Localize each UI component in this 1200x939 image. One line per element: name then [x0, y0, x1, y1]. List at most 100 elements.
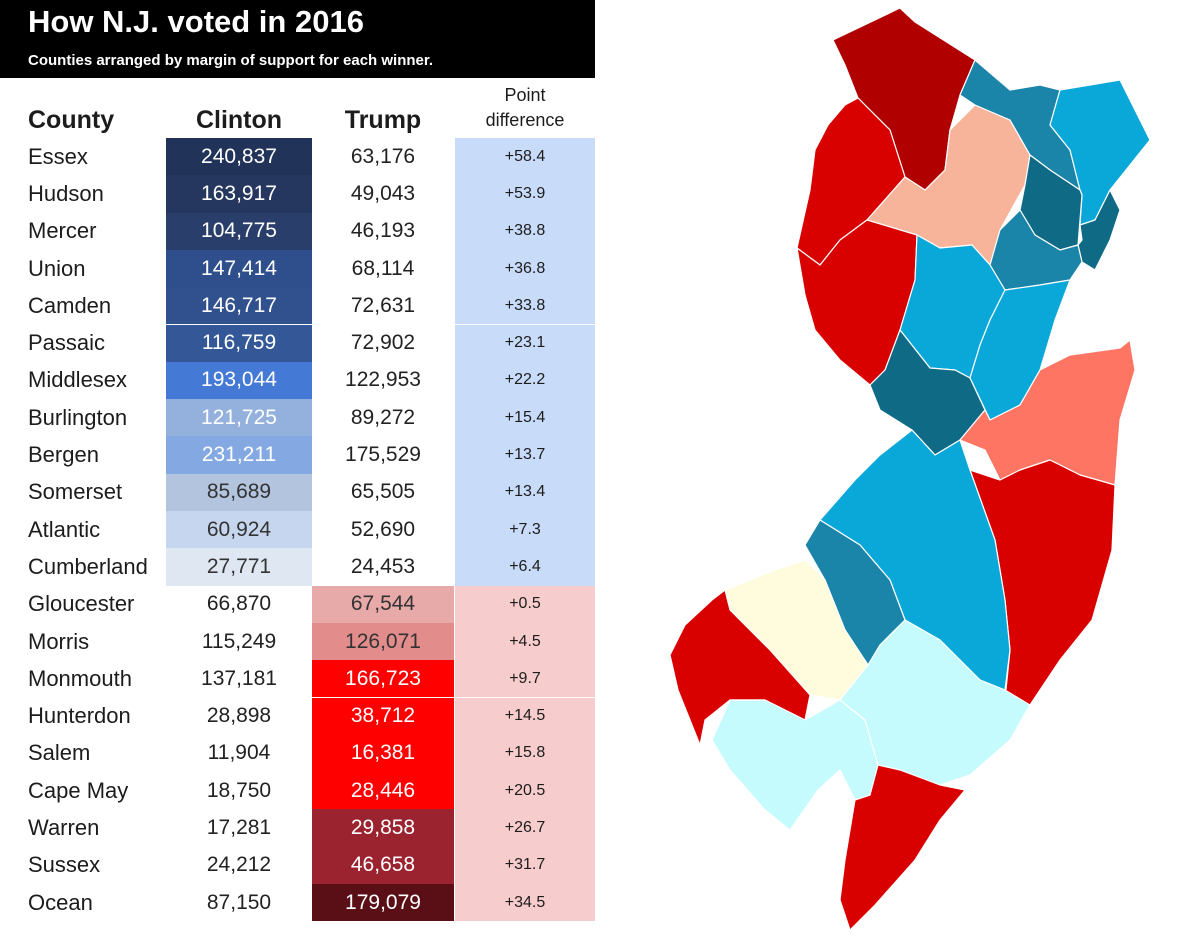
- point-difference: +4.5: [455, 622, 595, 661]
- county-name: Ocean: [28, 889, 93, 915]
- table-row: Bergen 231,211 175,529 +13.7: [0, 436, 600, 474]
- point-difference: +0.5: [455, 585, 595, 623]
- clinton-votes: 115,249: [201, 629, 277, 653]
- county-name: Somerset: [28, 479, 123, 505]
- county-name: Cumberland: [28, 553, 148, 579]
- clinton-votes: 11,904: [207, 741, 271, 765]
- title-banner: How N.J. voted in 2016 Counties arranged…: [0, 0, 595, 78]
- county-name: Hudson: [28, 180, 104, 206]
- column-header-point-line2: difference: [485, 110, 565, 130]
- table-row: Atlantic 60,924 52,690 +7.3: [0, 511, 600, 549]
- trump-votes: 49,043: [350, 181, 416, 205]
- point-difference: +9.7: [455, 660, 595, 698]
- point-difference: +15.8: [455, 734, 595, 773]
- clinton-votes: 240,837: [166, 138, 312, 176]
- column-header-clinton: Clinton: [195, 106, 283, 134]
- clinton-votes: 146,717: [166, 287, 312, 325]
- point-difference: +33.8: [455, 287, 595, 325]
- trump-votes: 72,902: [350, 331, 416, 355]
- table-row: Essex 240,837 63,176 +58.4: [0, 138, 600, 176]
- county-name: Hunterdon: [28, 703, 131, 729]
- point-difference: +26.7: [455, 809, 595, 847]
- clinton-votes: 87,150: [206, 890, 272, 914]
- point-difference: +14.5: [455, 697, 595, 735]
- trump-votes: 175,529: [345, 443, 421, 467]
- clinton-votes: 28,898: [206, 704, 272, 728]
- trump-votes: 24,453: [350, 554, 416, 578]
- column-header-point-line1: Point: [504, 85, 546, 105]
- clinton-votes: 24,212: [206, 853, 272, 877]
- county-name: Union: [28, 255, 86, 281]
- trump-votes: 16,381: [312, 734, 454, 773]
- county-name: Monmouth: [28, 665, 132, 691]
- table-row: Somerset 85,689 65,505 +13.4: [0, 473, 600, 511]
- clinton-votes: 231,211: [166, 436, 312, 474]
- clinton-votes: 193,044: [166, 361, 312, 400]
- trump-votes: 46,658: [312, 846, 454, 884]
- table-row: Monmouth 137,181 166,723 +9.7: [0, 660, 600, 698]
- trump-votes: 28,446: [312, 772, 454, 810]
- trump-votes: 67,544: [312, 585, 454, 623]
- county-name: Burlington: [28, 404, 128, 430]
- clinton-votes: 27,771: [166, 548, 312, 586]
- point-difference: +15.4: [455, 399, 595, 437]
- clinton-votes: 147,414: [166, 249, 312, 288]
- trump-votes: 179,079: [312, 884, 454, 922]
- table-row: Hudson 163,917 49,043 +53.9: [0, 175, 600, 213]
- clinton-votes: 60,924: [166, 511, 312, 549]
- point-difference: +20.5: [455, 772, 595, 810]
- county-name: Cape May: [28, 777, 129, 803]
- chart-subtitle: Counties arranged by margin of support f…: [28, 52, 434, 69]
- trump-votes: 52,690: [350, 517, 416, 541]
- county-name: Essex: [28, 143, 88, 169]
- chart-title: How N.J. voted in 2016: [28, 4, 364, 39]
- point-difference: +34.5: [455, 884, 595, 922]
- point-difference: +58.4: [455, 138, 595, 176]
- point-difference: +22.2: [455, 361, 595, 400]
- county-name: Atlantic: [28, 516, 101, 542]
- trump-votes: 29,858: [312, 809, 454, 847]
- table-row: Middlesex 193,044 122,953 +22.2: [0, 361, 600, 400]
- trump-votes: 122,953: [345, 368, 421, 392]
- trump-votes: 38,712: [312, 697, 454, 735]
- trump-votes: 72,631: [350, 293, 416, 317]
- point-difference: +53.9: [455, 175, 595, 213]
- clinton-votes: 163,917: [166, 175, 312, 213]
- clinton-votes: 121,725: [166, 399, 312, 437]
- clinton-votes: 18,750: [206, 778, 272, 802]
- point-difference: +36.8: [455, 249, 595, 288]
- clinton-votes: 85,689: [166, 473, 312, 511]
- trump-votes: 126,071: [312, 622, 454, 661]
- county-name: Sussex: [28, 852, 101, 878]
- point-difference: +13.4: [455, 473, 595, 511]
- table-row: Warren 17,281 29,858 +26.7: [0, 809, 600, 847]
- table-row: Morris 115,249 126,071 +4.5: [0, 622, 600, 661]
- county-name: Gloucester: [28, 591, 135, 617]
- table-row: Cape May 18,750 28,446 +20.5: [0, 772, 600, 810]
- table-row: Cumberland 27,771 24,453 +6.4: [0, 548, 600, 586]
- map-county-mercer: [869, 329, 986, 456]
- clinton-votes: 116,759: [166, 324, 312, 362]
- table-row: Sussex 24,212 46,658 +31.7: [0, 846, 600, 884]
- clinton-votes: 66,870: [206, 592, 272, 616]
- trump-votes: 63,176: [350, 144, 416, 168]
- county-name: Mercer: [28, 218, 97, 244]
- column-header-point-difference: Point difference: [455, 83, 595, 133]
- table-row: Gloucester 66,870 67,544 +0.5: [0, 585, 600, 623]
- column-header-trump: Trump: [344, 106, 422, 134]
- point-difference: +38.8: [455, 212, 595, 250]
- table-row: Hunterdon 28,898 38,712 +14.5: [0, 697, 600, 735]
- county-name: Middlesex: [28, 367, 128, 393]
- trump-votes: 89,272: [350, 405, 416, 429]
- column-header-county: County: [28, 106, 115, 134]
- point-difference: +7.3: [455, 511, 595, 549]
- point-difference: +13.7: [455, 436, 595, 474]
- clinton-votes: 137,181: [201, 666, 277, 690]
- table-row: Mercer 104,775 46,193 +38.8: [0, 212, 600, 250]
- table-row: Passaic 116,759 72,902 +23.1: [0, 324, 600, 362]
- table-row: Camden 146,717 72,631 +33.8: [0, 287, 600, 325]
- county-name: Camden: [28, 292, 112, 318]
- table-row: Ocean 87,150 179,079 +34.5: [0, 884, 600, 922]
- point-difference: +6.4: [455, 548, 595, 586]
- table-row: Salem 11,904 16,381 +15.8: [0, 734, 600, 773]
